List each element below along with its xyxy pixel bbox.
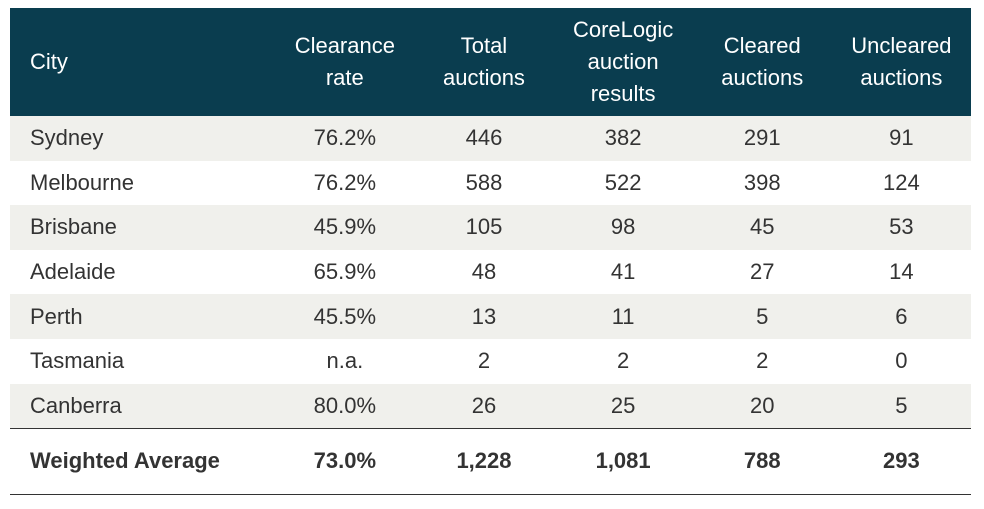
cell: 11 [611, 303, 635, 329]
cell: 26 [471, 392, 497, 418]
table-footer: Weighted Average 73.0% 1,228 1,081 788 293 [10, 428, 971, 495]
footer-cell: 1,228 [456, 448, 512, 474]
table-row: Perth 45.5% 13 11 5 6 [10, 294, 971, 339]
cell: 76.2% [313, 125, 377, 151]
cell: 0 [895, 348, 908, 374]
header-cell: Uncleared auctions [832, 8, 971, 116]
header-text: Cleared auctions [721, 33, 804, 90]
cell: 446 [465, 125, 503, 151]
cell: n.a. [326, 348, 364, 374]
cell: 6 [895, 303, 908, 329]
cell: 45.5% [313, 303, 377, 329]
table-body: Sydney 76.2% 446 382 291 91 Melbourne 76.2% 588 5… [10, 116, 971, 429]
cell: 398 [743, 169, 781, 195]
city-cell: Canberra [30, 392, 122, 418]
cell: 65.9% [313, 259, 377, 285]
cell: 41 [610, 259, 636, 285]
city-cell: Perth [30, 303, 83, 329]
cell: 80.0% [313, 392, 377, 418]
cell: 45.9% [313, 214, 377, 240]
cell: 105 [465, 214, 503, 240]
cell: 20 [750, 392, 775, 418]
city-cell: Melbourne [30, 169, 134, 195]
table-row: Sydney 76.2% 446 382 291 91 [10, 116, 971, 161]
cell: 5 [895, 392, 908, 418]
header-row: City Clearance rate Total auctions CoreLogi… [10, 8, 971, 116]
city-cell: Adelaide [30, 259, 116, 285]
footer-row: Weighted Average 73.0% 1,228 1,081 788 293 [10, 428, 971, 495]
footer-cell: 788 [743, 448, 781, 474]
cell: 13 [471, 303, 497, 329]
city-cell: Sydney [30, 125, 104, 151]
city-cell: Tasmania [30, 348, 125, 374]
cell: 5 [756, 303, 769, 329]
header-cell: Total auctions [414, 8, 553, 116]
header-cell: Cleared auctions [693, 8, 832, 116]
header-cell: Clearance rate [275, 8, 414, 116]
cell: 291 [743, 125, 781, 151]
cell: 124 [883, 169, 920, 195]
header-cell: CoreLogic auction results [554, 8, 693, 116]
table-header: City Clearance rate Total auctions CoreLogi… [10, 8, 971, 116]
cell: 2 [616, 348, 630, 374]
table-row: Tasmania n.a. 2 2 2 0 [10, 339, 971, 384]
cell: 522 [604, 169, 642, 195]
cell: 91 [889, 125, 914, 151]
footer-cell: 293 [883, 448, 920, 474]
header-text: Clearance rate [294, 33, 395, 90]
footer-cell: 73.0% [313, 448, 377, 474]
cell: 2 [756, 348, 769, 374]
cell: 53 [889, 214, 914, 240]
cell: 98 [610, 214, 636, 240]
header-text: CoreLogic auction results [572, 17, 674, 106]
cell: 45 [750, 214, 775, 240]
cell: 25 [610, 392, 636, 418]
cell: 588 [465, 169, 503, 195]
table-row: Canberra 80.0% 26 25 20 5 [10, 383, 971, 429]
header-text: City [30, 49, 68, 74]
header-text: Total auctions [442, 33, 525, 90]
table-row: Melbourne 76.2% 588 522 398 124 [10, 161, 971, 206]
footer-cell: Weighted Average [30, 448, 220, 474]
header-text: Uncleared auctions [851, 33, 952, 90]
cell: 48 [471, 259, 497, 285]
header-cell: City [10, 8, 275, 116]
table-row: Adelaide 65.9% 48 41 27 14 [10, 250, 971, 295]
cell: 27 [750, 259, 775, 285]
cell: 14 [889, 259, 914, 285]
auction-table: City Clearance rate Total auctions CoreLogi… [10, 8, 971, 495]
table-row: Brisbane 45.9% 105 98 45 53 [10, 205, 971, 250]
cell: 2 [477, 348, 491, 374]
footer-cell: 1,081 [595, 448, 651, 474]
cell: 76.2% [313, 169, 377, 195]
city-cell: Brisbane [30, 214, 117, 240]
cell: 382 [604, 125, 642, 151]
